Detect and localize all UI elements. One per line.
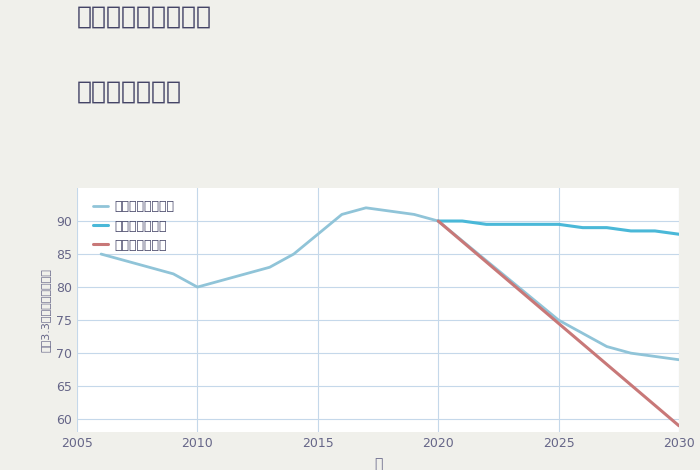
Line: グッドシナリオ: グッドシナリオ [438, 221, 679, 234]
ノーマルシナリオ [362, 205, 370, 211]
グッドシナリオ [603, 225, 611, 230]
グッドシナリオ [626, 228, 635, 234]
ノーマルシナリオ [626, 350, 635, 356]
グッドシナリオ [482, 221, 491, 227]
ノーマルシナリオ [193, 284, 202, 290]
ノーマルシナリオ [651, 353, 659, 359]
ノーマルシナリオ [169, 271, 178, 277]
Y-axis label: 平（3.3㎡）単価（万円）: 平（3.3㎡）単価（万円） [41, 268, 50, 352]
Text: 兵庫県西宮市東町の: 兵庫県西宮市東町の [77, 5, 212, 29]
グッドシナリオ [531, 221, 539, 227]
ノーマルシナリオ [458, 238, 466, 243]
ノーマルシナリオ [482, 258, 491, 264]
グッドシナリオ [578, 225, 587, 230]
ノーマルシナリオ [603, 344, 611, 349]
グッドシナリオ [434, 218, 442, 224]
グッドシナリオ [675, 231, 683, 237]
ノーマルシナリオ [531, 298, 539, 303]
ノーマルシナリオ [241, 271, 250, 277]
グッドシナリオ [554, 221, 563, 227]
グッドシナリオ [651, 228, 659, 234]
ノーマルシナリオ [554, 317, 563, 323]
ノーマルシナリオ [265, 265, 274, 270]
ノーマルシナリオ [578, 330, 587, 336]
ノーマルシナリオ [290, 251, 298, 257]
ノーマルシナリオ [145, 265, 153, 270]
ノーマルシナリオ [506, 278, 514, 283]
ノーマルシナリオ [121, 258, 130, 264]
グッドシナリオ [458, 218, 466, 224]
ノーマルシナリオ [434, 218, 442, 224]
ノーマルシナリオ [314, 231, 322, 237]
Legend: ノーマルシナリオ, グッドシナリオ, バッドシナリオ: ノーマルシナリオ, グッドシナリオ, バッドシナリオ [90, 196, 178, 256]
ノーマルシナリオ [386, 208, 394, 214]
Line: ノーマルシナリオ: ノーマルシナリオ [101, 208, 679, 360]
ノーマルシナリオ [217, 278, 225, 283]
ノーマルシナリオ [337, 212, 346, 217]
ノーマルシナリオ [410, 212, 419, 217]
Text: 土地の価格推移: 土地の価格推移 [77, 80, 182, 104]
ノーマルシナリオ [675, 357, 683, 362]
ノーマルシナリオ [97, 251, 105, 257]
グッドシナリオ [506, 221, 514, 227]
X-axis label: 年: 年 [374, 457, 382, 470]
